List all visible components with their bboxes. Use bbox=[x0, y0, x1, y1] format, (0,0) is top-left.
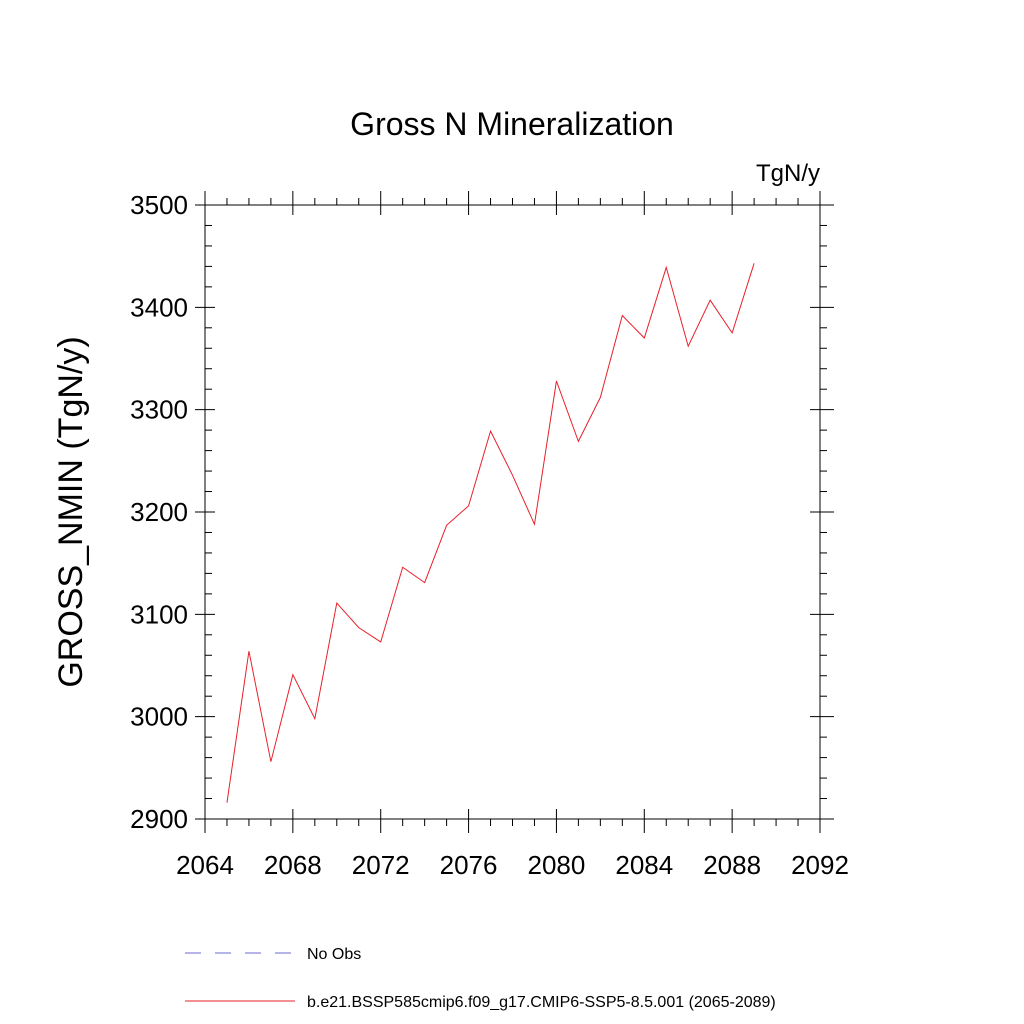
data-point bbox=[226, 802, 227, 803]
data-point bbox=[622, 315, 623, 316]
y-tick-label: 3200 bbox=[130, 497, 188, 527]
data-point bbox=[270, 761, 271, 762]
data-point bbox=[424, 582, 425, 583]
major-ticks bbox=[195, 191, 834, 833]
x-tick-label: 2088 bbox=[703, 850, 761, 880]
data-point bbox=[754, 263, 755, 264]
y-tick-label: 2900 bbox=[130, 804, 188, 834]
data-point bbox=[512, 475, 513, 476]
plot-frame bbox=[204, 204, 821, 820]
data-point bbox=[490, 431, 491, 432]
x-tick-label: 2084 bbox=[615, 850, 673, 880]
data-point bbox=[688, 346, 689, 347]
y-tick-label: 3300 bbox=[130, 395, 188, 425]
y-tick-label: 3100 bbox=[130, 599, 188, 629]
data-point bbox=[336, 602, 337, 603]
y-tick-label: 3000 bbox=[130, 702, 188, 732]
x-tick-labels: 2064 2068 2072 2076 2080 2084 2088 2092 bbox=[176, 850, 849, 880]
data-point bbox=[666, 267, 667, 268]
minor-ticks bbox=[205, 198, 827, 826]
data-point bbox=[644, 337, 645, 338]
x-tick-label: 2068 bbox=[264, 850, 322, 880]
y-axis-label: GROSS_NMIN (TgN/y) bbox=[52, 336, 90, 687]
data-point bbox=[600, 397, 601, 398]
data-point bbox=[314, 718, 315, 719]
legend: No Obs b.e21.BSSP585cmip6.f09_g17.CMIP6-… bbox=[185, 946, 776, 1011]
series-line-1 bbox=[226, 263, 755, 803]
data-point bbox=[732, 332, 733, 333]
data-point bbox=[292, 674, 293, 675]
data-point bbox=[556, 380, 557, 381]
y-tick-labels: 2900 3000 3100 3200 3300 3400 3500 bbox=[130, 190, 188, 834]
x-tick-label: 2080 bbox=[528, 850, 586, 880]
legend-label-no-obs: No Obs bbox=[307, 946, 361, 963]
data-point bbox=[468, 505, 469, 506]
y-tick-label: 3500 bbox=[130, 190, 188, 220]
x-tick-label: 2076 bbox=[440, 850, 498, 880]
data-point bbox=[578, 441, 579, 442]
x-tick-label: 2064 bbox=[176, 850, 234, 880]
x-tick-label: 2072 bbox=[352, 850, 410, 880]
data-point bbox=[710, 300, 711, 301]
units-label: TgN/y bbox=[756, 160, 820, 187]
series-lines bbox=[226, 263, 755, 803]
x-tick-label: 2092 bbox=[791, 850, 849, 880]
chart-title: Gross N Mineralization bbox=[350, 106, 674, 142]
legend-label-model-run: b.e21.BSSP585cmip6.f09_g17.CMIP6-SSP5-8.… bbox=[307, 994, 776, 1011]
y-tick-label: 3400 bbox=[130, 292, 188, 322]
data-point bbox=[534, 524, 535, 525]
data-point bbox=[358, 627, 359, 628]
data-point bbox=[380, 641, 381, 642]
data-point bbox=[248, 651, 249, 652]
data-point bbox=[446, 525, 447, 526]
data-point bbox=[402, 567, 403, 568]
